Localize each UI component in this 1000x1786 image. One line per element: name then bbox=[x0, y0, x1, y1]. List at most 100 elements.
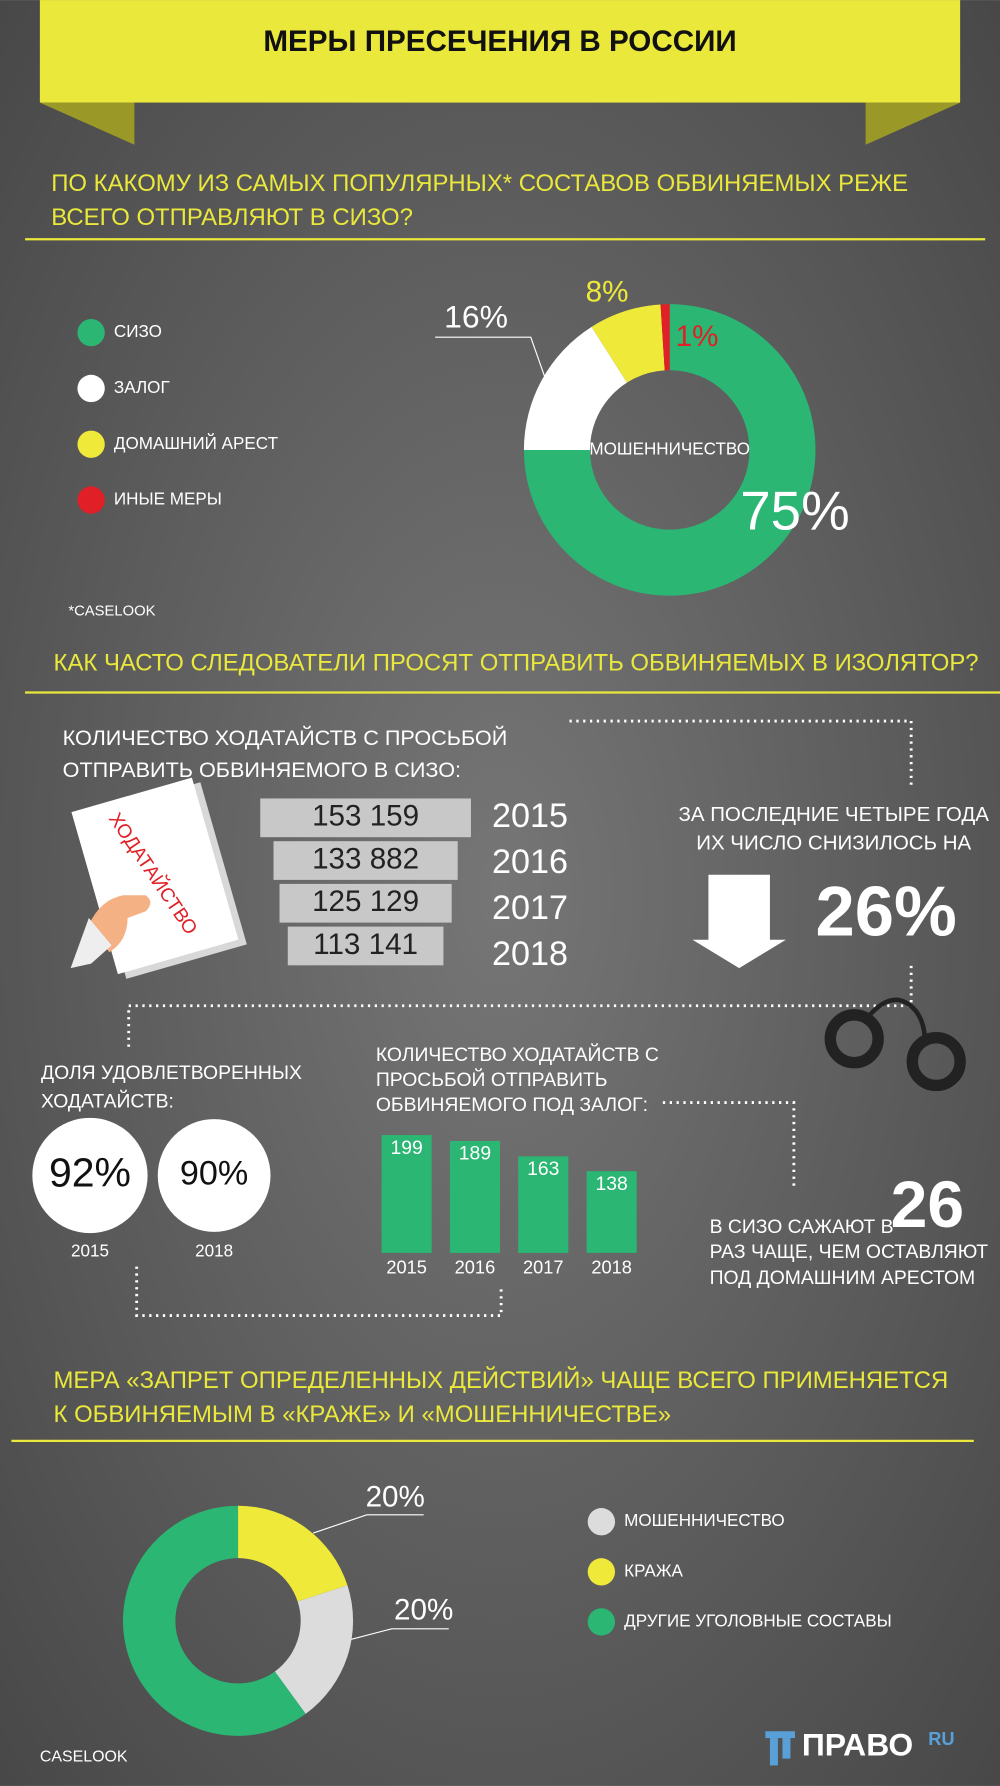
callout-text: ИХ ЧИСЛО СНИЗИЛОСЬ НА bbox=[696, 831, 971, 854]
value-label: 153 159 bbox=[312, 800, 419, 833]
value-label: 20% bbox=[366, 1481, 425, 1514]
donut-segment bbox=[274, 1585, 354, 1714]
legend-swatch bbox=[77, 374, 105, 403]
callout-text: РАЗ ЧАЩЕ, ЧЕМ ОСТАВЛЯЮТ bbox=[710, 1241, 989, 1263]
bar bbox=[518, 1156, 569, 1253]
legend-swatch bbox=[587, 1608, 616, 1636]
logo-mark bbox=[782, 1738, 791, 1759]
section-heading: ПО КАКОМУ ИЗ САМЫХ ПОПУЛЯРНЫХ* СОСТАВОВ … bbox=[51, 170, 908, 197]
value-label: 20% bbox=[394, 1594, 453, 1627]
ribbon-fold bbox=[39, 102, 135, 145]
chart-title: ПРОСЬБОЙ ОТПРАВИТЬ bbox=[376, 1067, 608, 1091]
legend-label: ДРУГИЕ УГОЛОВНЫЕ СОСТАВЫ bbox=[624, 1611, 892, 1630]
legend-swatch bbox=[77, 430, 105, 458]
donut-segment bbox=[238, 1505, 348, 1602]
chart-title: ОБВИНЯЕМОГО ПОД ЗАЛОГ: bbox=[376, 1094, 648, 1116]
bar bbox=[586, 1171, 637, 1253]
section-heading: МЕРА «ЗАПРЕТ ОПРЕДЕЛЕННЫХ ДЕЙСТВИЙ» ЧАЩЕ… bbox=[54, 1366, 949, 1394]
connector bbox=[569, 719, 913, 786]
bubble bbox=[157, 1119, 271, 1232]
callout-text: ПОД ДОМАШНИМ АРЕСТОМ bbox=[710, 1267, 976, 1289]
donut-segment bbox=[123, 1505, 306, 1736]
value-label: 16% bbox=[444, 298, 508, 334]
value-label: 75% bbox=[740, 480, 849, 541]
year-label: 2015 bbox=[71, 1241, 109, 1260]
value-label: 92% bbox=[49, 1149, 131, 1195]
callout-value: 26 bbox=[891, 1167, 964, 1241]
chart-title: КОЛИЧЕСТВО ХОДАТАЙСТВ С ПРОСЬБОЙ bbox=[63, 725, 508, 750]
value-label: 133 882 bbox=[312, 842, 419, 875]
logo: ПРАВО RU bbox=[765, 1727, 955, 1766]
year-label: 2018 bbox=[591, 1258, 632, 1278]
year-label: 2017 bbox=[523, 1258, 564, 1278]
value-label: 90% bbox=[180, 1154, 248, 1192]
logo-suffix: RU bbox=[928, 1729, 954, 1749]
bar bbox=[279, 883, 452, 923]
legend-label: МОШЕННИЧЕСТВО bbox=[624, 1511, 785, 1530]
value-label: 113 141 bbox=[313, 928, 418, 961]
cuff bbox=[824, 1009, 884, 1069]
legend-swatch bbox=[587, 1508, 616, 1536]
value-label: 138 bbox=[595, 1173, 627, 1195]
sleeve bbox=[70, 918, 112, 969]
legend-swatch bbox=[77, 486, 105, 514]
connector bbox=[662, 1101, 796, 1191]
value-label: 8% bbox=[586, 276, 629, 309]
donut-segment bbox=[591, 304, 665, 383]
legend-label: ДОМАШНИЙ АРЕСТ bbox=[114, 434, 279, 453]
section-heading: КАК ЧАСТО СЛЕДОВАТЕЛИ ПРОСЯТ ОТПРАВИТЬ О… bbox=[54, 649, 979, 676]
logo-name: ПРАВО bbox=[802, 1727, 913, 1763]
bubble bbox=[32, 1117, 148, 1234]
logo-mark bbox=[765, 1731, 795, 1739]
title: МЕРЫ ПРЕСЕЧЕНИЯ В РОССИИ bbox=[263, 25, 736, 58]
year-label: 2018 bbox=[492, 935, 568, 973]
section-heading: К ОБВИНЯЕМЫМ В «КРАЖЕ» И «МОШЕННИЧЕСТВЕ» bbox=[54, 1401, 671, 1428]
value-label: 199 bbox=[390, 1137, 422, 1159]
bar bbox=[381, 1135, 432, 1253]
chart-title: ДОЛЯ УДОВЛЕТВОРЕННЫХ bbox=[41, 1062, 302, 1084]
donut-segment bbox=[660, 304, 670, 371]
year-label: 2016 bbox=[455, 1258, 496, 1278]
chain bbox=[866, 997, 928, 1037]
bar bbox=[260, 798, 471, 838]
bar bbox=[287, 926, 444, 966]
callout-value: 26% bbox=[815, 872, 956, 951]
year-label: 2017 bbox=[492, 889, 568, 927]
donut-segment bbox=[523, 326, 627, 450]
callout-text: В СИЗО САЖАЮТ В bbox=[710, 1216, 894, 1238]
donut-segment bbox=[523, 304, 816, 596]
bar bbox=[273, 841, 458, 880]
legend-label: ЗАЛОГ bbox=[114, 378, 170, 397]
callout-text: ЗА ПОСЛЕДНИЕ ЧЕТЫРЕ ГОДА bbox=[678, 803, 989, 826]
value-label: 163 bbox=[527, 1158, 559, 1180]
handcuffs-icon bbox=[824, 997, 966, 1092]
down-arrow bbox=[692, 874, 786, 969]
year-label: 2015 bbox=[386, 1258, 427, 1278]
leader-line bbox=[339, 1628, 449, 1643]
chart-title: ХОДАТАЙСТВ: bbox=[41, 1089, 174, 1113]
year-label: 2015 bbox=[492, 797, 568, 835]
source: *CASELOOK bbox=[68, 604, 155, 620]
logo-mark bbox=[769, 1738, 778, 1766]
value-label: 189 bbox=[459, 1143, 491, 1165]
leader-line bbox=[435, 336, 545, 377]
legend-swatch bbox=[77, 318, 105, 347]
connector bbox=[127, 965, 913, 1048]
section-heading: ВСЕГО ОТПРАВЛЯЮТ В СИЗО? bbox=[51, 204, 413, 231]
source: CASELOOK bbox=[40, 1749, 128, 1766]
year-label: 2018 bbox=[195, 1241, 233, 1260]
title-banner bbox=[39, 0, 961, 103]
chart-title: ОТПРАВИТЬ ОБВИНЯЕМОГО В СИЗО: bbox=[63, 757, 461, 782]
value-label: 1% bbox=[676, 320, 719, 353]
legend-label: КРАЖА bbox=[624, 1561, 683, 1580]
leader-line bbox=[313, 1514, 424, 1534]
bar bbox=[449, 1140, 500, 1253]
ribbon-fold bbox=[865, 102, 961, 145]
legend-label: ИНЫЕ МЕРЫ bbox=[114, 490, 222, 509]
value-label: 125 129 bbox=[312, 885, 419, 918]
legend-label: СИЗО bbox=[114, 322, 162, 341]
cuff bbox=[906, 1031, 966, 1092]
center-label: МОШЕННИЧЕСТВО bbox=[589, 439, 750, 458]
